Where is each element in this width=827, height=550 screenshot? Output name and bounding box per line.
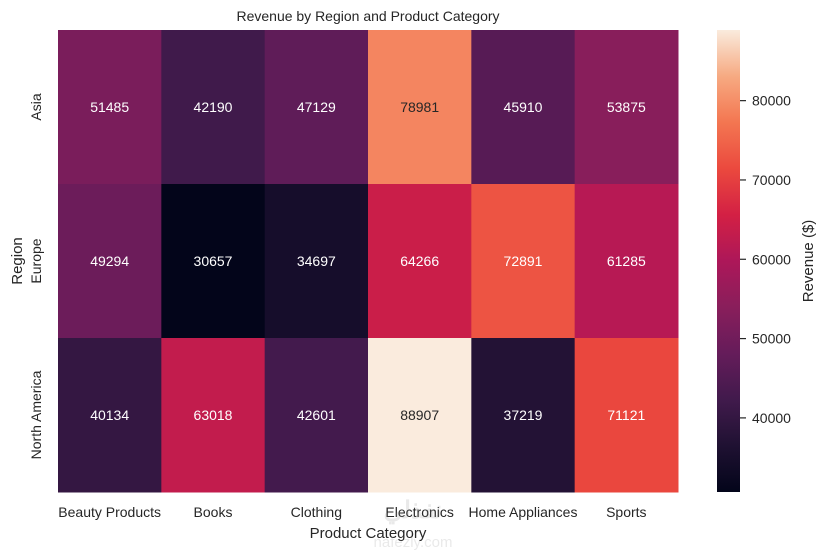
heatmap-cell	[264, 184, 369, 339]
cell-value-label: 49294	[90, 253, 129, 269]
heatmap-cell	[161, 338, 266, 493]
watermark-arabic: نفذلي	[384, 497, 443, 525]
x-axis-label: Product Category	[310, 525, 427, 542]
cell-value-label: 63018	[194, 407, 233, 423]
cell-value-label: 30657	[194, 253, 233, 269]
x-tick-label: Beauty Products	[58, 504, 161, 520]
heatmap-cell	[161, 30, 266, 185]
cell-value-label: 72891	[504, 253, 543, 269]
x-tick-label: Clothing	[291, 504, 342, 520]
cell-value-label: 51485	[90, 99, 129, 115]
y-tick-label: North America	[28, 370, 44, 459]
heatmap-cell	[368, 338, 472, 493]
heatmap-cell	[574, 30, 679, 185]
colorbar	[717, 30, 740, 492]
heatmap-cell	[368, 30, 472, 185]
cell-value-label: 34697	[297, 253, 336, 269]
cell-value-label: 53875	[607, 99, 646, 115]
x-axis-ticks: Beauty Products Books Clothing Electronics H…	[58, 504, 646, 520]
cell-value-label: 47129	[297, 99, 336, 115]
cell-value-label: 42190	[194, 99, 233, 115]
colorbar-label: Revenue ($)	[800, 220, 817, 303]
cell-value-label: 71121	[607, 407, 645, 423]
heatmap-cell	[368, 184, 472, 339]
cell-value-label: 40134	[90, 407, 129, 423]
x-tick-label: Sports	[606, 504, 646, 520]
colorbar-ticks: 40000 50000 60000 70000 80000	[740, 93, 791, 426]
cell-value-label: 78981	[400, 99, 439, 115]
colorbar-tick-label: 60000	[752, 251, 791, 267]
watermark-url: nafezly.com	[374, 534, 453, 550]
heatmap-cell	[58, 30, 162, 185]
heatmap-cell	[264, 338, 369, 493]
cell-value-label: 61285	[607, 253, 646, 269]
heatmap-cell	[161, 184, 266, 339]
colorbar-tick-label: 40000	[752, 410, 791, 426]
chart-title: Revenue by Region and Product Category	[236, 8, 499, 24]
colorbar-tick-label: 50000	[752, 331, 791, 347]
cell-value-label: 42601	[297, 407, 336, 423]
cell-value-label: 37219	[504, 407, 543, 423]
colorbar-tick-label: 70000	[752, 172, 791, 188]
y-tick-label: Europe	[28, 238, 44, 283]
y-axis-label: Region	[9, 237, 26, 285]
colorbar-tick-label: 80000	[752, 93, 791, 109]
heatmap-cells	[58, 30, 679, 493]
watermark: نفذلي nafezly.com	[374, 497, 453, 550]
cell-value-label: 64266	[400, 253, 439, 269]
y-tick-label: Asia	[28, 93, 44, 120]
heatmap-cell	[574, 184, 679, 339]
heatmap-cell	[471, 338, 576, 493]
heatmap-cell	[58, 184, 162, 339]
heatmap-cell	[58, 338, 162, 493]
cell-annotations: 51485 42190 47129 78981 45910 53875 49294 30657…	[90, 99, 646, 423]
cell-value-label: 88907	[400, 407, 439, 423]
cell-value-label: 45910	[504, 99, 543, 115]
x-tick-label: Home Appliances	[469, 504, 578, 520]
x-tick-label: Electronics	[385, 504, 453, 520]
x-tick-label: Books	[194, 504, 233, 520]
heatmap-cell	[471, 30, 576, 185]
heatmap-cell	[574, 338, 679, 493]
heatmap-cell	[471, 184, 576, 339]
heatmap-cell	[264, 30, 369, 185]
y-axis-ticks: Asia Europe North America	[28, 93, 44, 459]
